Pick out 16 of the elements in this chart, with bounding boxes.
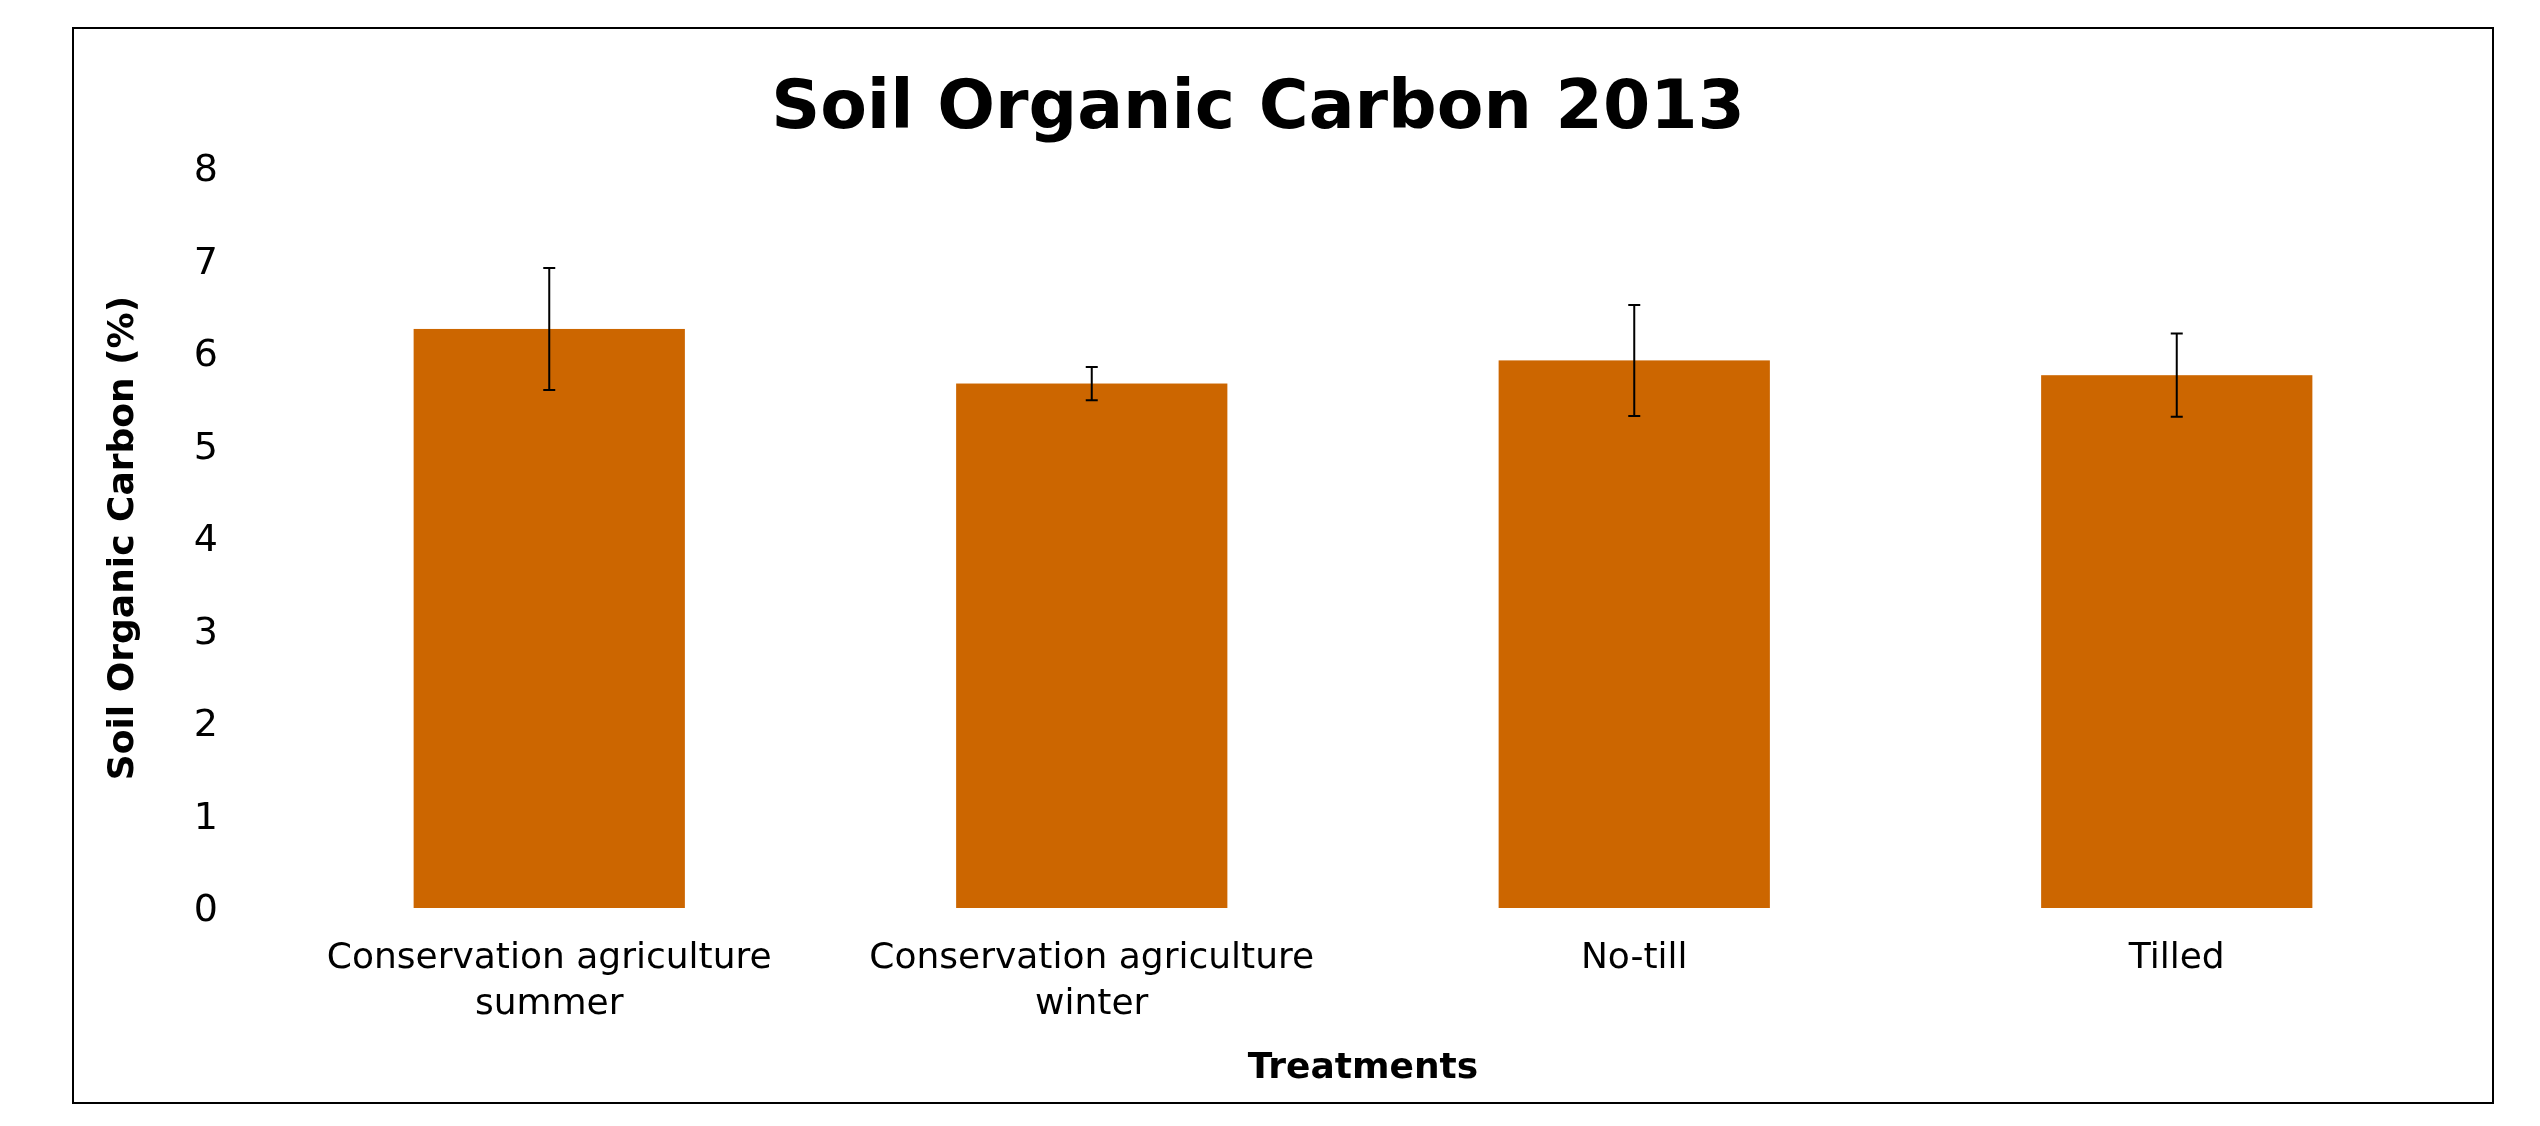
- y-tick-label: 8: [193, 146, 218, 191]
- x-tick-label: Tilled: [2127, 935, 2225, 976]
- x-axis-title: Treatments: [1247, 1045, 1479, 1086]
- x-tick-label: No-till: [1580, 935, 1688, 976]
- y-tick-label: 1: [193, 793, 218, 838]
- x-tick-label: Conservation agriculture winter: [869, 935, 1315, 1022]
- y-tick-label: 0: [193, 886, 218, 931]
- y-tick-label: 3: [193, 608, 218, 653]
- x-tick-label: Conservation agriculture summer: [326, 935, 772, 1022]
- y-axis-title: Soil Organic Carbon (%): [100, 295, 141, 781]
- y-tick-label: 6: [193, 331, 218, 376]
- y-tick-label: 4: [193, 516, 218, 561]
- chart-title: Soil Organic Carbon 2013: [771, 65, 1745, 144]
- y-tick-label: 5: [193, 423, 218, 468]
- y-tick-label: 7: [193, 238, 218, 283]
- y-tick-label: 2: [193, 701, 218, 746]
